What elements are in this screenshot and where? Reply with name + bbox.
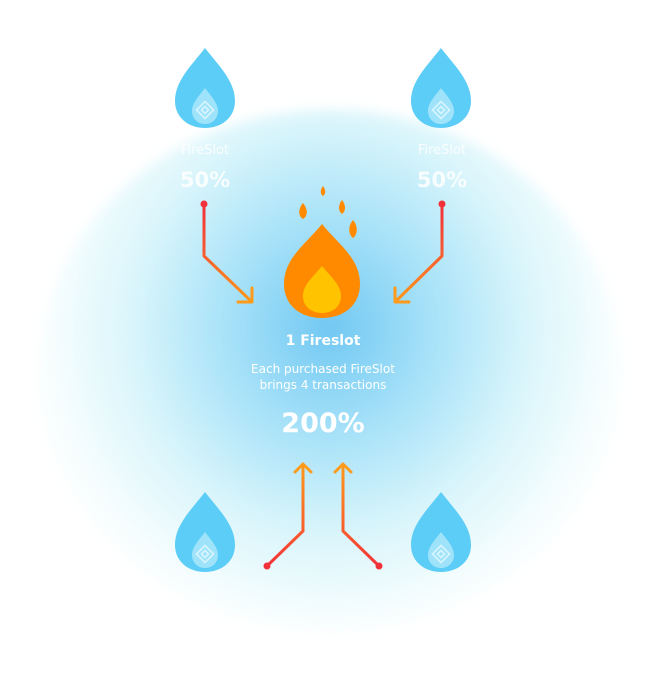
water-drop-binance-icon (174, 47, 236, 129)
center-percent: 200% (281, 408, 365, 439)
background-glow (40, 110, 620, 630)
arrow-top-left (200, 200, 254, 304)
center-description-line2: brings 4 transactions (259, 378, 387, 392)
top-left-label: FireSlot (180, 143, 230, 158)
center-description-line1: Each purchased FireSlot (251, 362, 395, 376)
center-title: 1 Fireslot (285, 333, 361, 349)
arrow-top-right (393, 200, 446, 304)
top-right-label: FireSlot (417, 143, 467, 158)
top-right-percent: 50% (416, 168, 468, 192)
water-drop-binance-icon (174, 491, 236, 573)
water-drop-binance-icon (410, 47, 472, 129)
arrow-bottom-right (333, 462, 383, 570)
water-drop-binance-icon (410, 491, 472, 573)
fire-flame-icon (284, 186, 360, 318)
top-left-percent: 50% (179, 168, 231, 192)
arrow-bottom-left (263, 462, 313, 570)
